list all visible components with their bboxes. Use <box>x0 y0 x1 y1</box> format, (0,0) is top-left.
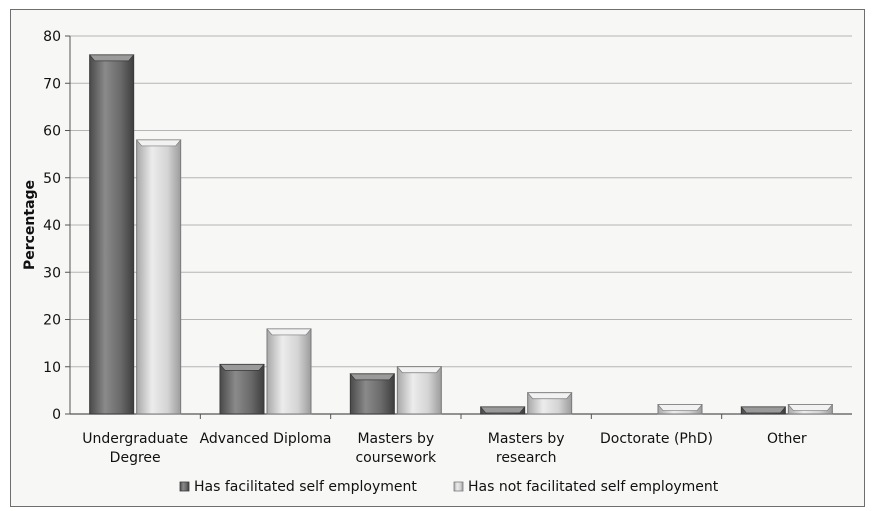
axes <box>65 35 852 419</box>
bar-body <box>266 328 312 415</box>
bar-cap <box>88 54 135 62</box>
y-axis-label: Percentage <box>22 180 38 270</box>
bar <box>657 404 703 415</box>
bar-body <box>136 139 182 415</box>
bar <box>88 54 135 415</box>
bar <box>740 406 787 415</box>
y-tick-label: 20 <box>43 313 61 329</box>
bar-cap <box>266 328 312 336</box>
bar <box>135 139 182 415</box>
y-tick-label: 50 <box>43 171 61 187</box>
bar-cap <box>740 406 787 414</box>
y-tick-label: 0 <box>52 407 61 423</box>
bar-cap <box>396 366 443 374</box>
bar-cap <box>787 404 834 411</box>
labels: 0 10 20 30 40 50 60 70 80 Undergraduate Degree Adva… <box>43 29 807 466</box>
bar-cap <box>657 404 703 411</box>
bar <box>787 404 834 415</box>
legend-swatch <box>179 481 190 492</box>
bar <box>479 406 526 415</box>
y-tick-label: 80 <box>43 29 61 45</box>
legend-label: Has not facilitated self employment <box>468 479 719 495</box>
bar <box>349 373 396 415</box>
bar-cap <box>479 406 526 414</box>
x-category-label: research <box>496 450 557 466</box>
gridlines <box>70 35 852 414</box>
legend-swatch <box>453 481 464 492</box>
x-category-label: Masters by <box>488 431 565 447</box>
bar-cap <box>349 373 396 381</box>
x-category-label: Undergraduate <box>82 431 188 447</box>
bar-cap <box>219 364 265 371</box>
x-category-label: Masters by <box>357 431 434 447</box>
bar-cap <box>526 392 573 400</box>
x-category-label: Degree <box>110 450 161 466</box>
bar-body <box>396 366 442 415</box>
y-tick-label: 70 <box>43 76 61 92</box>
bar-body <box>219 363 265 415</box>
x-category-label: Other <box>767 431 807 447</box>
x-category-label: Doctorate (PhD) <box>600 431 713 447</box>
y-tick-label: 30 <box>43 265 61 281</box>
bar <box>219 363 265 415</box>
bar-body <box>89 54 135 415</box>
bar-cap <box>135 139 182 147</box>
bar <box>396 366 443 415</box>
y-tick-label: 40 <box>43 218 61 234</box>
legend: Has facilitated self employment Has not f… <box>179 479 719 495</box>
bar <box>526 392 573 415</box>
bars <box>88 54 834 415</box>
legend-item: Has not facilitated self employment <box>453 479 719 495</box>
legend-label: Has facilitated self employment <box>194 479 417 495</box>
x-category-label: coursework <box>355 450 437 466</box>
y-tick-label: 10 <box>43 360 61 376</box>
y-tick-label: 60 <box>43 124 61 140</box>
legend-item: Has facilitated self employment <box>179 479 417 495</box>
x-category-label: Advanced Diploma <box>200 431 332 447</box>
bar <box>266 328 312 415</box>
